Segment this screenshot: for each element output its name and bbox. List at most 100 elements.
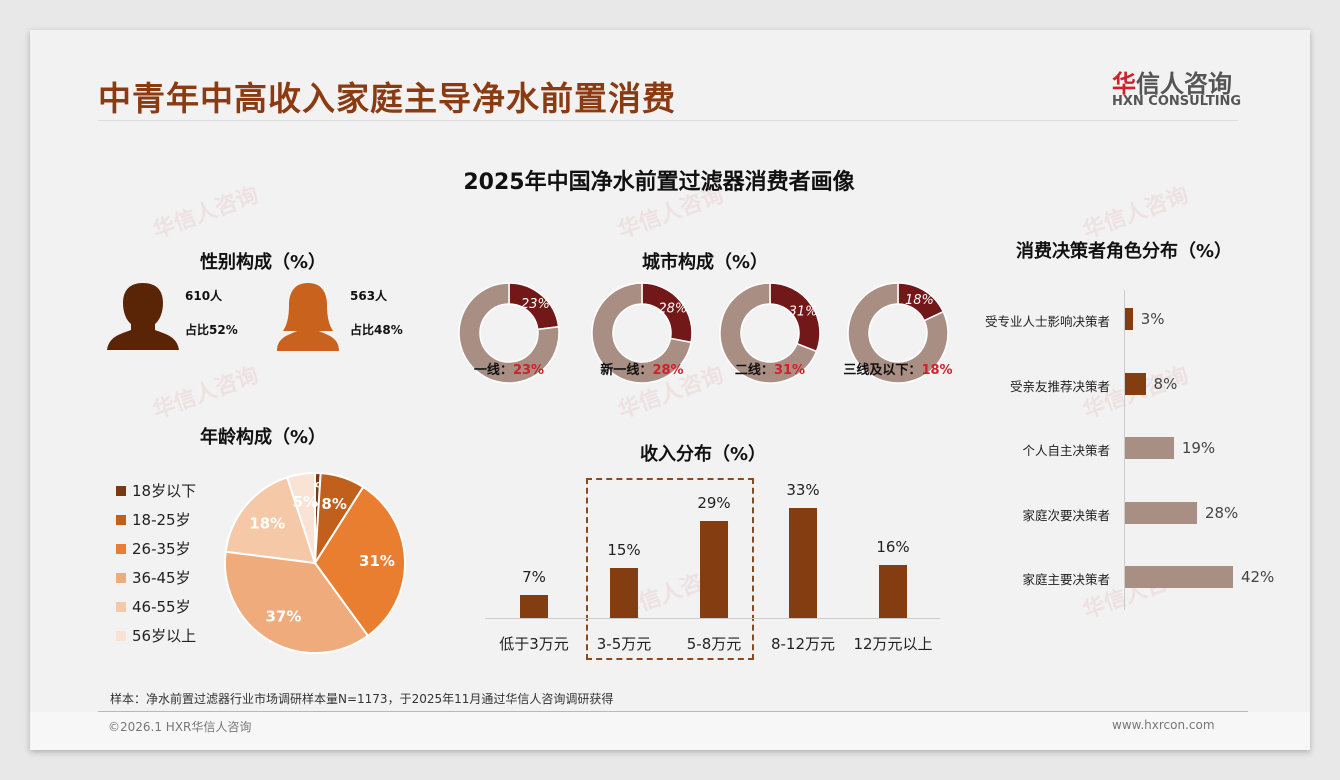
legend-label: 26-35岁 xyxy=(132,540,191,558)
city-name: 新一线： xyxy=(600,363,653,378)
logo-text: 信人咨询 xyxy=(1136,70,1232,98)
decision-value: 8% xyxy=(1153,375,1178,393)
main-title: 2025年中国净水前置过滤器消费者画像 xyxy=(463,170,855,195)
decision-title: 消费决策者角色分布（%） xyxy=(1016,241,1233,262)
male-icon xyxy=(107,283,179,350)
city-label: 三线及以下：18% xyxy=(803,359,993,378)
legend-item: 18岁以下 xyxy=(116,476,196,505)
legend-item: 26-35岁 xyxy=(116,534,196,563)
decision-value: 28% xyxy=(1204,504,1239,522)
website-link[interactable]: www.hxrcon.com xyxy=(1112,718,1215,732)
decision-value: 42% xyxy=(1240,568,1275,586)
legend-swatch xyxy=(116,543,126,554)
income-bar xyxy=(879,564,907,618)
income-value: 29% xyxy=(697,494,731,513)
decision-category: 家庭主要决策者 xyxy=(1022,572,1110,587)
legend-swatch xyxy=(116,601,126,612)
city-value: 18% xyxy=(921,363,953,378)
income-category: 12万元以上 xyxy=(853,635,933,653)
income-bar xyxy=(610,568,638,618)
slide: 中青年中高收入家庭主导净水前置消费 华信人咨询 HXN CONSULTING 华… xyxy=(30,30,1310,750)
pie-slice xyxy=(224,550,370,654)
income-category: 8-12万元 xyxy=(770,635,836,653)
city-name: 二线： xyxy=(734,363,774,378)
donut-label: 18% xyxy=(905,293,934,308)
income-category: 低于3万元 xyxy=(499,635,569,653)
female-count: 563人 xyxy=(350,289,388,303)
pie-label: 18% xyxy=(249,514,285,532)
decision-bar xyxy=(1125,502,1197,524)
logo-en: HXN CONSULTING xyxy=(1112,94,1242,109)
age-legend: 18岁以下 18-25岁 26-35岁 36-45岁 46-55岁 56岁以上 xyxy=(116,476,196,650)
legend-item: 36-45岁 xyxy=(116,563,196,592)
income-category: 5-8万元 xyxy=(686,635,742,653)
decision-value: 19% xyxy=(1181,439,1216,457)
decision-bar xyxy=(1125,308,1133,330)
donut-rest-segment xyxy=(591,282,692,384)
decision-category: 受亲友推荐决策者 xyxy=(1009,379,1110,394)
income-bar xyxy=(520,594,548,618)
income-value: 15% xyxy=(607,541,641,560)
pie-slice xyxy=(224,476,317,565)
donut-label: 23% xyxy=(521,297,550,312)
logo-red-char: 华 xyxy=(1112,70,1136,98)
city-label: 一线：23% xyxy=(414,359,604,378)
donut-label: 28% xyxy=(658,302,687,317)
decision-category: 受专业人士影响决策者 xyxy=(984,314,1110,329)
pie-label: 5% xyxy=(293,493,318,511)
divider xyxy=(98,120,1238,121)
legend-swatch xyxy=(116,572,126,583)
income-bar xyxy=(789,508,817,618)
legend-item: 56岁以上 xyxy=(116,621,196,650)
income-axis xyxy=(485,618,940,619)
legend-label: 18-25岁 xyxy=(132,511,191,529)
legend-swatch xyxy=(116,514,126,525)
legend-swatch xyxy=(116,630,126,641)
income-value: 16% xyxy=(876,537,910,556)
sample-note: 样本：净水前置过滤器行业市场调研样本量N=1173，于2025年11月通过华信人… xyxy=(110,692,614,706)
income-bar xyxy=(700,521,728,618)
donut-rest-segment xyxy=(458,282,560,384)
decision-axis xyxy=(1124,290,1125,610)
legend-item: 18-25岁 xyxy=(116,505,196,534)
donut-label: 31% xyxy=(789,305,818,320)
male-count: 610人 xyxy=(185,289,223,303)
decision-bar xyxy=(1125,437,1174,459)
pie-slice xyxy=(313,485,406,638)
city-value: 28% xyxy=(652,363,684,378)
decision-category: 个人自主决策者 xyxy=(1022,443,1110,458)
income-title: 收入分布（%） xyxy=(640,444,767,465)
female-share: 占比48% xyxy=(350,323,403,337)
donut-rest-segment xyxy=(719,282,818,384)
gender-title: 性别构成（%） xyxy=(200,252,327,273)
city-name: 三线及以下： xyxy=(843,363,922,378)
legend-label: 18岁以下 xyxy=(132,482,197,500)
city-name: 一线： xyxy=(473,363,513,378)
decision-value: 3% xyxy=(1140,310,1165,328)
age-pie-chart: 1%8%31%37%18%5% xyxy=(224,471,406,654)
legend-label: 36-45岁 xyxy=(132,569,191,587)
city-label: 新一线：28% xyxy=(547,359,737,378)
copyright: ©2026.1 HXR华信人咨询 xyxy=(108,720,252,734)
decision-category: 家庭次要决策者 xyxy=(1022,508,1110,523)
income-category: 3-5万元 xyxy=(596,635,652,653)
legend-swatch xyxy=(116,485,126,496)
footer xyxy=(30,712,1310,750)
logo: 华信人咨询 xyxy=(1112,64,1232,99)
city-label: 二线：31% xyxy=(675,359,865,378)
decision-bar xyxy=(1125,373,1146,395)
legend-label: 46-55岁 xyxy=(132,598,191,616)
footer-divider xyxy=(98,711,1248,712)
pie-label: 37% xyxy=(265,607,301,625)
legend-item: 46-55岁 xyxy=(116,592,196,621)
page-title: 中青年中高收入家庭主导净水前置消费 xyxy=(98,79,676,118)
city-title: 城市构成（%） xyxy=(642,252,769,273)
female-icon xyxy=(277,283,339,351)
decision-bar xyxy=(1125,566,1233,588)
age-title: 年龄构成（%） xyxy=(200,427,327,448)
pie-label: 8% xyxy=(321,495,346,513)
income-value: 33% xyxy=(786,481,820,500)
highlight-box xyxy=(586,478,754,660)
city-donut-charts: 23% 28% 31% 18% xyxy=(458,282,949,384)
legend-label: 56岁以上 xyxy=(132,627,197,645)
